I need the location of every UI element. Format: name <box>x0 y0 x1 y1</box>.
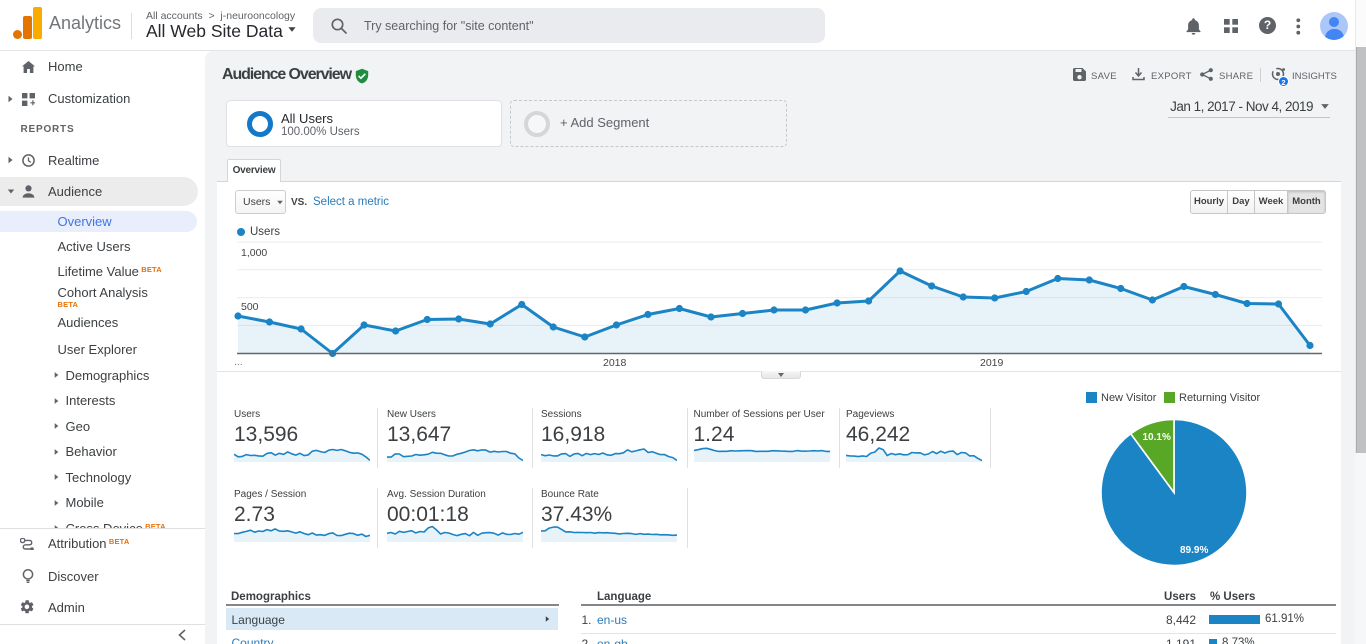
svg-text:10.1%: 10.1% <box>1143 432 1171 443</box>
svg-text:89.9%: 89.9% <box>1180 545 1208 556</box>
